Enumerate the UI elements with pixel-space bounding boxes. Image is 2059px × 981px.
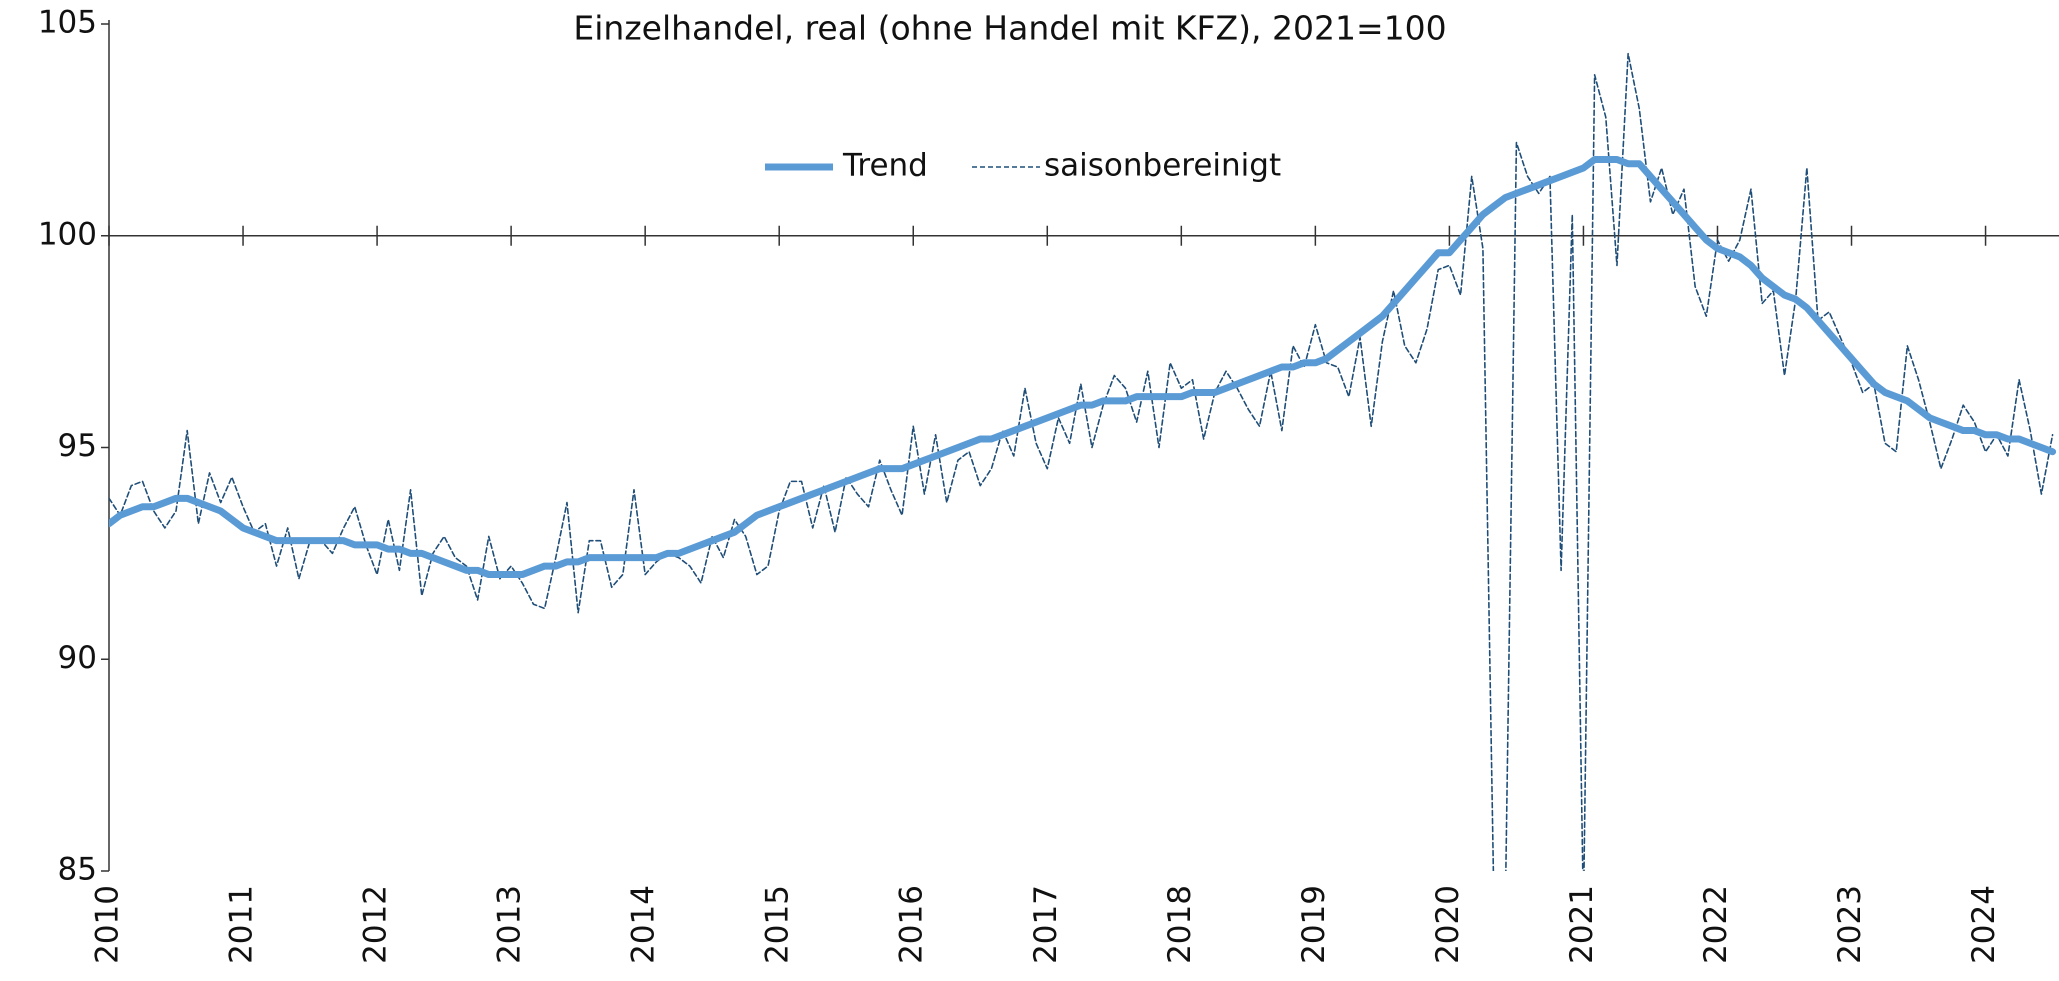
y-tick-label: 105 (38, 5, 97, 41)
x-tick-label: 2012 (358, 885, 394, 964)
x-tick-label: 2017 (1028, 885, 1064, 964)
legend-label: saisonbereinigt (1044, 148, 1281, 184)
trend-line (109, 156, 2057, 579)
x-tick-label: 2023 (1832, 885, 1868, 964)
y-tick-label: 95 (58, 428, 97, 464)
x-tick-label: 2013 (492, 885, 528, 964)
dashed-line (109, 52, 2054, 871)
x-tick-label: 2020 (1430, 885, 1466, 964)
x-tick-label: 2018 (1162, 885, 1198, 964)
x-tick-label: 2011 (224, 885, 260, 964)
x-tick-label: 2015 (760, 885, 796, 964)
y-tick-label: 90 (58, 640, 97, 676)
x-tick-label: 2016 (894, 885, 930, 964)
x-tick-label: 2022 (1698, 885, 1734, 964)
plot-area (109, 52, 2057, 871)
x-tick-label: 2024 (1966, 885, 2002, 964)
y-tick-label: 85 (58, 852, 97, 888)
chart-title: Einzelhandel, real (ohne Handel mit KFZ)… (573, 9, 1446, 48)
x-tick-label: 2010 (90, 885, 126, 964)
y-tick-label: 100 (38, 216, 97, 252)
x-tick-label: 2021 (1564, 885, 1600, 964)
x-tick-label: 2014 (626, 885, 662, 964)
legend-label: Trend (842, 148, 928, 184)
x-tick-label: 2019 (1296, 885, 1332, 964)
